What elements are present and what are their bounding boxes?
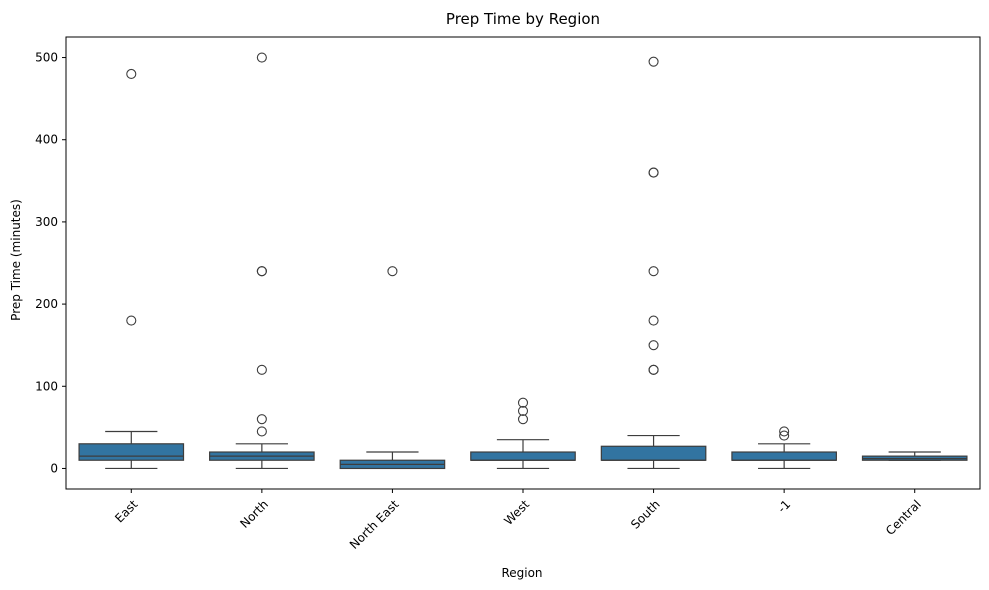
outlier-point — [648, 364, 659, 375]
box-iqr — [470, 451, 576, 461]
outlier-point — [648, 56, 659, 67]
axes-frame — [65, 36, 981, 490]
outlier-point — [779, 430, 790, 441]
box-group-0 — [78, 68, 185, 470]
x-tick-label: East — [112, 497, 140, 525]
outlier-point — [387, 266, 398, 277]
outlier-point — [126, 315, 137, 326]
outlier-point — [256, 52, 267, 63]
x-tick-label: South — [628, 497, 663, 532]
x-tick-label: -1 — [775, 497, 793, 515]
outlier-point — [256, 414, 267, 425]
y-tick-label: 300 — [35, 215, 58, 229]
box-group-5 — [731, 426, 837, 470]
y-tick-label: 0 — [50, 461, 58, 475]
outlier-point — [779, 426, 790, 437]
outlier-point — [648, 266, 659, 277]
y-axis-label: Prep Time (minutes) — [9, 199, 23, 321]
outlier-point — [517, 397, 529, 408]
outlier-point — [517, 414, 529, 425]
outlier-point — [256, 364, 267, 375]
outlier-point — [517, 405, 529, 416]
outlier-point — [126, 68, 137, 80]
box-group-6 — [861, 451, 968, 461]
outlier-point — [648, 315, 659, 326]
x-tick-label: West — [501, 497, 532, 528]
chart-title: Prep Time by Region — [446, 10, 600, 28]
x-tick-label: Central — [883, 497, 924, 538]
box-group-2 — [339, 266, 446, 470]
outlier-point — [648, 167, 659, 178]
outlier-point — [256, 426, 267, 437]
plot-area: 0 100 200 300 400 500 East North North East West S… — [35, 36, 981, 552]
box-group-1 — [209, 52, 315, 470]
box-group-3 — [470, 397, 576, 470]
y-tick-label: 100 — [35, 379, 58, 393]
box-iqr — [731, 451, 837, 461]
y-tick-label: 400 — [35, 133, 58, 147]
y-tick-label: 200 — [35, 297, 58, 311]
y-tick-label: 500 — [35, 51, 58, 65]
box-iqr — [78, 443, 185, 461]
outlier-point — [256, 266, 267, 277]
x-tick-label: North — [237, 497, 271, 531]
box-group-4 — [600, 56, 707, 470]
x-axis-label: Region — [501, 566, 542, 580]
box-iqr — [600, 445, 707, 461]
x-tick-label: North East — [347, 497, 402, 552]
outlier-point — [648, 340, 659, 351]
